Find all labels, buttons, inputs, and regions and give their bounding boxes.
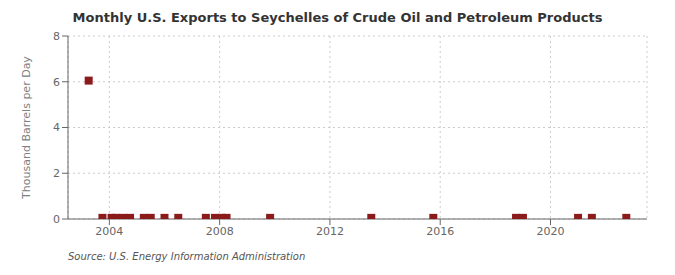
html-text:Source: U.S. Energy Informatio: Source: U.S. Energy Information Administ… bbox=[68, 251, 306, 262]
svg-text:2020: 2020 bbox=[537, 225, 565, 238]
svg-text:8: 8 bbox=[53, 30, 60, 43]
svg-text:6: 6 bbox=[53, 76, 60, 89]
svg-text:2004: 2004 bbox=[95, 225, 123, 238]
svg-text:0: 0 bbox=[53, 213, 60, 226]
svg-text:Thousand Barrels per Day: Thousand Barrels per Day bbox=[20, 56, 33, 200]
svg-text:2012: 2012 bbox=[316, 225, 344, 238]
html-text:Monthly U.S. Exports to Seyche: Monthly U.S. Exports to Seychelles of Cr… bbox=[72, 10, 603, 25]
svg-text:2: 2 bbox=[53, 167, 60, 180]
svg-text:2008: 2008 bbox=[206, 225, 234, 238]
svg-text:2016: 2016 bbox=[426, 225, 454, 238]
svg-text:4: 4 bbox=[53, 121, 60, 134]
